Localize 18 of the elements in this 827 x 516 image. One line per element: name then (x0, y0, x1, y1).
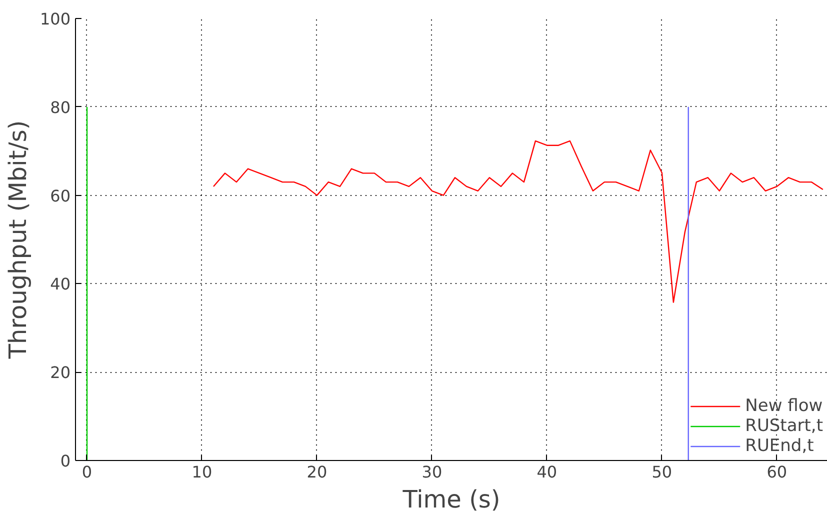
line-series (212, 140, 824, 303)
y-tick-label: 100 (40, 10, 71, 28)
y-tick-label: 40 (50, 274, 70, 294)
x-tick-label: 50 (652, 462, 672, 482)
x-tick-label: 20 (306, 462, 328, 482)
x-tick-label: 10 (192, 462, 212, 482)
legend-label: RUEnd,t (745, 436, 814, 456)
x-tick-label: 40 (536, 462, 558, 482)
y-tick-label: 80 (50, 98, 70, 117)
legend-label: RUStart,t (745, 416, 823, 436)
x-axis-title: Time (s) (402, 486, 500, 514)
y-tick-label: 20 (50, 363, 70, 382)
y-axis-title: Throughput (Mbit/s) (4, 120, 32, 360)
legend-label: New flow (745, 396, 823, 416)
x-tick-label: 60 (766, 462, 788, 482)
y-tick-label: 60 (50, 186, 70, 206)
x-tick-label: 0 (82, 462, 92, 482)
x-tick-label: 30 (422, 462, 442, 482)
